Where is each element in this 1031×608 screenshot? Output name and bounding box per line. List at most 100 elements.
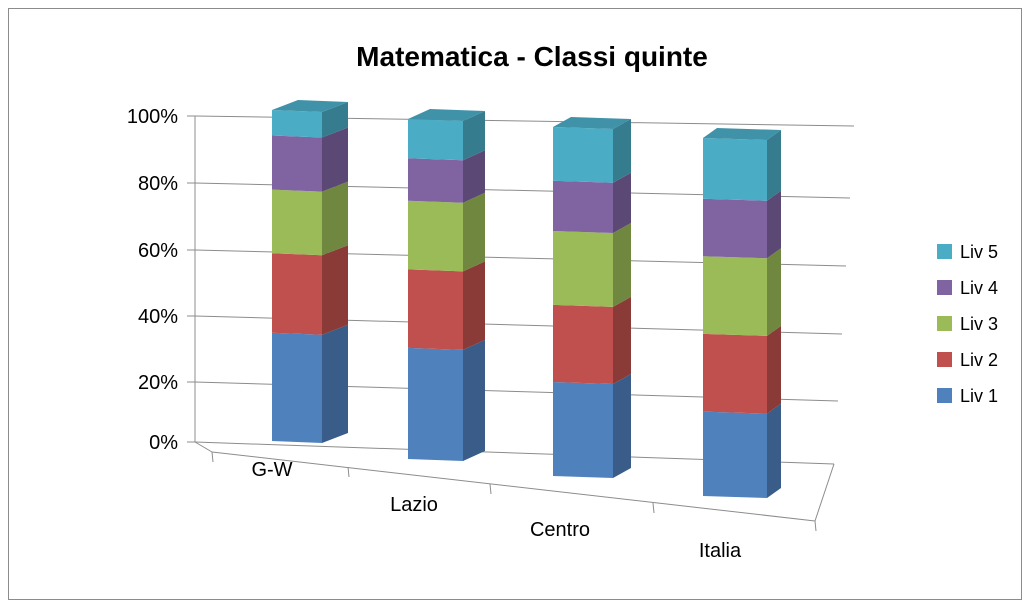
bar-front bbox=[272, 135, 322, 192]
bar-segment bbox=[272, 324, 348, 443]
legend-label: Liv 1 bbox=[960, 386, 998, 406]
bar-side bbox=[322, 127, 348, 192]
y-tick-label: 20% bbox=[138, 372, 178, 394]
bar-segment bbox=[408, 261, 485, 350]
bar-front bbox=[703, 198, 767, 259]
y-tick-label: 40% bbox=[138, 306, 178, 328]
legend-swatch bbox=[937, 280, 952, 295]
bar-side bbox=[767, 403, 781, 498]
bar-segment bbox=[408, 109, 485, 161]
y-tick-label: 0% bbox=[149, 432, 178, 454]
bar-front bbox=[272, 189, 322, 256]
legend-label: Liv 3 bbox=[960, 314, 998, 334]
bar-segment bbox=[272, 245, 348, 335]
legend-swatch bbox=[937, 352, 952, 367]
bar-front bbox=[553, 180, 613, 234]
y-tick-label: 80% bbox=[138, 173, 178, 195]
bar-segment bbox=[408, 339, 485, 461]
x-tick-mark bbox=[814, 520, 817, 532]
x-tick-mark bbox=[211, 451, 214, 463]
bar-front bbox=[272, 332, 322, 443]
x-tick-mark bbox=[652, 502, 655, 514]
chart-title: Matematica - Classi quinte bbox=[356, 41, 708, 72]
bar-front bbox=[408, 347, 463, 461]
bar-front bbox=[272, 253, 322, 335]
bar-top bbox=[703, 128, 781, 140]
bar-top bbox=[553, 117, 631, 129]
bar-segment bbox=[272, 181, 348, 256]
bar-segment bbox=[272, 127, 348, 192]
legend-label: Liv 4 bbox=[960, 278, 998, 298]
bar-side bbox=[767, 130, 781, 201]
bar-front bbox=[703, 138, 767, 201]
bar-side bbox=[613, 296, 631, 385]
bar-segment bbox=[703, 325, 781, 414]
bar-front bbox=[272, 110, 322, 138]
x-tick-mark bbox=[489, 483, 492, 495]
legend-item: Liv 2 bbox=[937, 350, 998, 370]
bar-side bbox=[463, 150, 485, 203]
legend-item: Liv 4 bbox=[937, 278, 998, 298]
bar-side bbox=[463, 111, 485, 161]
x-axis-line bbox=[211, 451, 816, 522]
bar-side bbox=[463, 261, 485, 350]
bar-side bbox=[322, 245, 348, 335]
y-tick-label: 60% bbox=[138, 240, 178, 262]
x-tick-mark bbox=[347, 466, 350, 478]
x-category-label: Centro bbox=[530, 519, 590, 541]
legend: Liv 5 Liv 4 Liv 3 Liv 2 Liv 1 bbox=[937, 242, 998, 406]
floor-edge bbox=[194, 441, 213, 453]
bar-front bbox=[408, 200, 463, 272]
legend-swatch bbox=[937, 388, 952, 403]
y-tick-label: 100% bbox=[127, 106, 178, 128]
bar-side bbox=[463, 339, 485, 461]
bar-side bbox=[322, 324, 348, 443]
bar-side bbox=[613, 374, 631, 478]
bar-segment bbox=[703, 190, 781, 259]
chart-area bbox=[8, 8, 1022, 600]
bar-segment bbox=[272, 100, 348, 138]
bar-side bbox=[767, 325, 781, 414]
bar-side bbox=[767, 248, 781, 336]
bar-segment bbox=[703, 403, 781, 498]
bar-front bbox=[408, 269, 463, 350]
x-category-labels: G-W Lazio Centro Italia bbox=[251, 459, 742, 562]
legend-label: Liv 5 bbox=[960, 242, 998, 262]
bar-front bbox=[553, 127, 613, 183]
legend-swatch bbox=[937, 244, 952, 259]
bar-front bbox=[553, 304, 613, 385]
bar-side bbox=[322, 102, 348, 138]
legend-label: Liv 2 bbox=[960, 350, 998, 370]
bar-side bbox=[613, 119, 631, 183]
legend-item: Liv 3 bbox=[937, 314, 998, 334]
bar-front bbox=[408, 158, 463, 203]
bar-top bbox=[408, 109, 485, 121]
bar-side bbox=[463, 192, 485, 272]
bar-front bbox=[553, 231, 613, 307]
bar-segment bbox=[553, 374, 631, 478]
x-category-label: G-W bbox=[251, 459, 292, 481]
floor-edge bbox=[814, 463, 835, 522]
bar-segment bbox=[553, 223, 631, 307]
x-category-label: Lazio bbox=[390, 494, 438, 516]
y-tick-labels: 0% 20% 40% 60% 80% 100% bbox=[127, 106, 178, 454]
bar-top bbox=[272, 100, 348, 112]
bar-segment bbox=[553, 296, 631, 385]
bar-side bbox=[767, 190, 781, 259]
legend-item: Liv 1 bbox=[937, 386, 998, 406]
bars bbox=[272, 100, 781, 498]
bar-front bbox=[553, 382, 613, 478]
bar-front bbox=[703, 333, 767, 414]
bar-segment bbox=[703, 128, 781, 201]
bar-front bbox=[703, 411, 767, 498]
bar-segment bbox=[553, 117, 631, 183]
x-category-label: Italia bbox=[699, 540, 742, 562]
bar-segment bbox=[553, 172, 631, 234]
bar-segment bbox=[703, 248, 781, 336]
bar-segment bbox=[408, 150, 485, 203]
bar-side bbox=[613, 172, 631, 234]
bar-front bbox=[703, 256, 767, 336]
bar-side bbox=[613, 223, 631, 307]
legend-item: Liv 5 bbox=[937, 242, 998, 262]
